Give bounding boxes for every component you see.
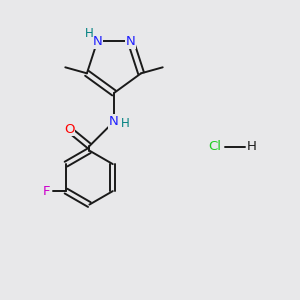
Text: F: F [43, 184, 50, 198]
Text: H: H [121, 116, 130, 130]
Text: N: N [109, 115, 119, 128]
Text: O: O [64, 122, 74, 136]
Text: H: H [247, 140, 257, 154]
Text: N: N [126, 35, 136, 48]
Text: N: N [92, 35, 102, 48]
Text: H: H [85, 26, 93, 40]
Text: Cl: Cl [208, 140, 221, 154]
